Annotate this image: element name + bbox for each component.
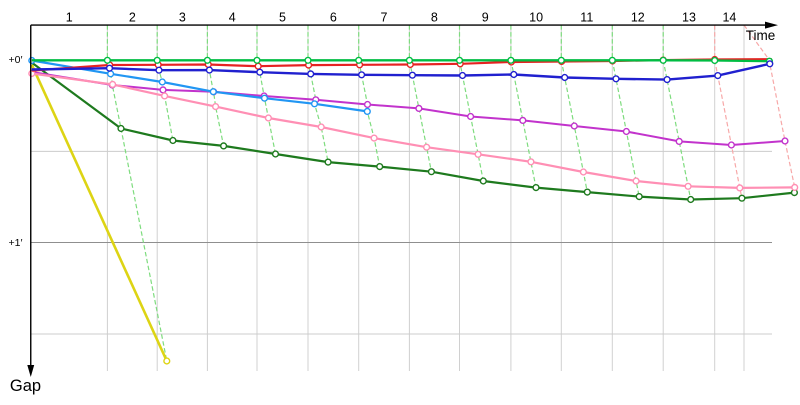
svg-text:5: 5 [279,11,286,25]
svg-text:Time: Time [746,28,776,43]
svg-text:+0′: +0′ [9,54,23,66]
svg-text:1: 1 [66,11,73,25]
svg-text:Gap: Gap [10,377,41,395]
svg-text:3: 3 [179,11,186,25]
svg-text:11: 11 [580,11,593,25]
svg-text:4: 4 [229,11,236,25]
svg-text:14: 14 [722,11,736,25]
svg-text:6: 6 [330,11,337,25]
svg-text:10: 10 [529,11,543,25]
svg-text:8: 8 [431,11,438,25]
svg-text:2: 2 [129,11,136,25]
svg-text:12: 12 [631,11,645,25]
svg-text:13: 13 [682,11,696,25]
svg-text:+1′: +1′ [9,237,23,249]
svg-text:7: 7 [381,11,388,25]
svg-text:9: 9 [482,11,489,25]
